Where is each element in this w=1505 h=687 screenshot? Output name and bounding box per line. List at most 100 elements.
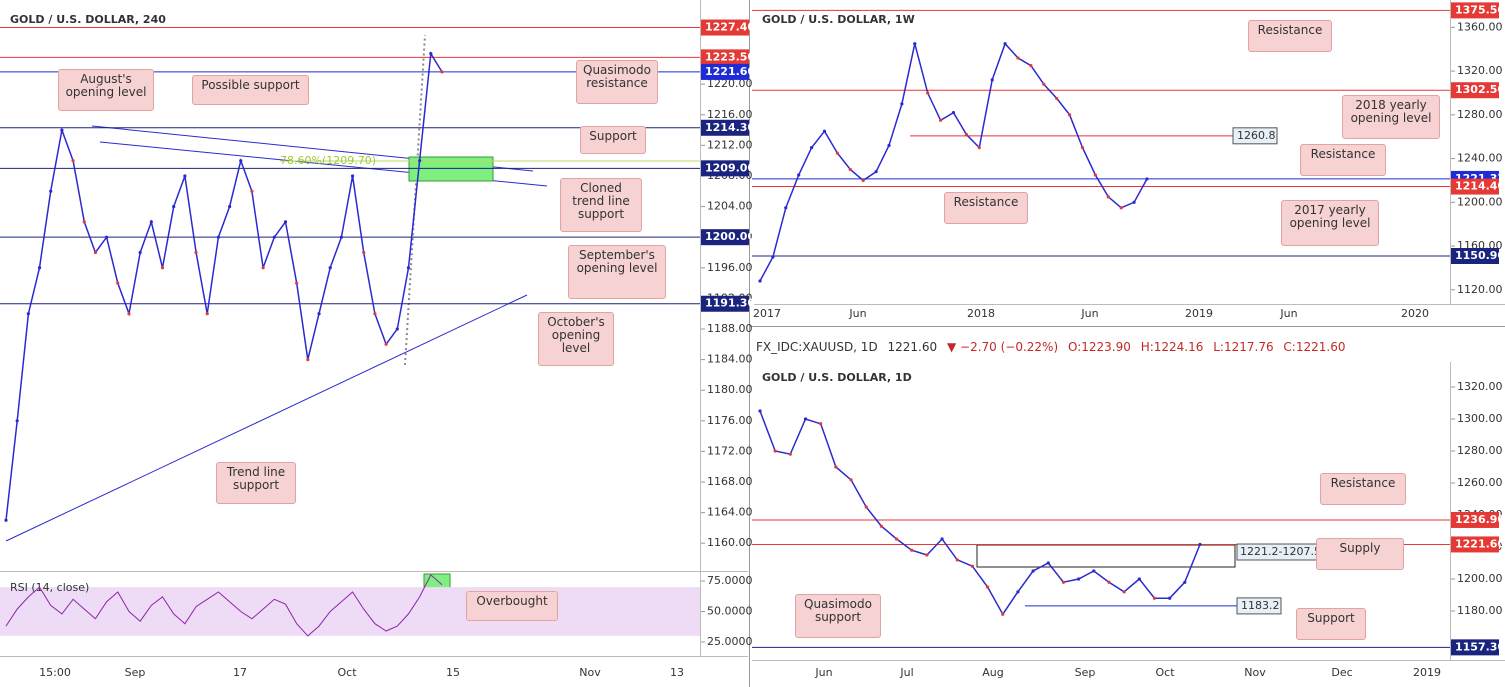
x-tick-label: 15	[446, 666, 460, 679]
price-point	[350, 174, 355, 178]
level-tag	[701, 229, 749, 246]
y-tick-label: 1180.00	[1457, 604, 1503, 617]
price-point	[1137, 577, 1141, 581]
level-label: 1150.90	[1455, 249, 1505, 262]
price-point	[15, 419, 19, 423]
price-point	[1029, 64, 1033, 68]
level-tag	[1451, 178, 1499, 195]
annotation: Supply	[1316, 538, 1404, 570]
fib-label: 78.60%(1209.70)	[280, 154, 376, 167]
y-tick-label: 1216.00	[707, 108, 753, 121]
rsi-label: RSI (14, close)	[10, 581, 89, 594]
price-point	[879, 524, 883, 528]
level-label: 1183.2	[1241, 599, 1280, 612]
price-point	[205, 312, 209, 316]
x-tick-label: Oct	[337, 666, 357, 679]
level-label: 1200.00	[705, 230, 755, 243]
y-tick-label: 50.0000	[707, 604, 753, 617]
rsi-line	[5, 574, 443, 637]
price-point	[1168, 596, 1172, 600]
price-point	[82, 220, 86, 224]
price-point	[384, 342, 388, 346]
price-point	[951, 111, 956, 115]
price-point	[1106, 195, 1110, 199]
price-point	[239, 159, 243, 163]
price-point	[788, 452, 792, 456]
level-label: 1227.40	[705, 21, 755, 34]
annotation: Resistance	[1248, 20, 1332, 52]
price-point	[1055, 96, 1059, 101]
price-point	[250, 189, 254, 193]
price-point	[1042, 82, 1046, 86]
annotation: Trend line support	[216, 462, 296, 504]
price-point	[317, 312, 321, 316]
y-tick-label: 1172.00	[707, 444, 753, 457]
level-box	[1232, 127, 1278, 145]
price-point	[810, 146, 814, 150]
price-point	[977, 146, 981, 150]
price-point	[116, 281, 120, 285]
y-tick-label: 1220.00	[707, 77, 753, 90]
level-tag	[701, 160, 749, 177]
price-point	[985, 585, 990, 589]
price-point	[1031, 569, 1035, 573]
price-point	[849, 478, 853, 482]
x-tick-label: Jun	[814, 666, 832, 679]
price-point	[429, 51, 433, 56]
price-point	[1001, 612, 1005, 616]
y-tick-label: 1200.00	[1457, 572, 1503, 585]
annotation: Support	[1296, 608, 1366, 640]
y-tick-label: 1120.00	[1457, 283, 1503, 296]
price-point	[819, 422, 823, 426]
price-point	[1107, 580, 1111, 584]
y-tick-label: 1280.00	[1457, 108, 1503, 121]
price-point	[440, 70, 444, 74]
price-point	[328, 266, 332, 270]
price-point	[418, 159, 422, 163]
level-label: 1214.30	[705, 121, 755, 134]
x-tick-label: Sep	[125, 666, 146, 679]
y-tick-label: 1164.00	[707, 506, 753, 519]
y-tick-label: 1260.00	[1457, 476, 1503, 489]
price-point	[172, 204, 176, 209]
price-point	[803, 417, 808, 421]
y-tick-label: 1204.00	[707, 200, 753, 213]
x-tick-label: Jun	[848, 307, 866, 320]
price-point	[395, 327, 399, 331]
price-point	[900, 102, 904, 106]
chart-title: GOLD / U.S. DOLLAR, 240	[10, 13, 166, 26]
annotation: September's opening level	[568, 245, 666, 299]
y-tick-label: 1212.00	[707, 138, 753, 151]
x-tick-label: 13	[670, 666, 684, 679]
price-point	[940, 537, 944, 541]
level-tag	[1451, 511, 1499, 528]
x-tick-label: Aug	[982, 666, 1003, 679]
annotation: Overbought	[466, 591, 558, 621]
high: H:1224.16	[1140, 340, 1204, 354]
price-point	[60, 128, 64, 132]
price-point	[26, 312, 30, 316]
y-tick-label: 1168.00	[707, 475, 753, 488]
level-label: 1209.00	[705, 161, 755, 174]
x-tick-label: Sep	[1075, 666, 1096, 679]
price-point	[1016, 590, 1020, 594]
annotation: October's opening level	[538, 312, 614, 366]
price-point	[955, 558, 959, 562]
level-label: 1236.90	[1455, 513, 1505, 526]
annotation: Cloned trend line support	[560, 178, 642, 232]
x-tick-label: 2020	[1401, 307, 1429, 320]
price-point	[913, 42, 917, 46]
price-point	[910, 548, 914, 552]
price-point	[1122, 590, 1126, 594]
price-point	[373, 312, 377, 316]
price-point	[1119, 206, 1123, 210]
price-point	[1046, 561, 1050, 565]
price-point	[105, 235, 109, 239]
y-tick-label: 1280.00	[1457, 444, 1503, 457]
chart-title: GOLD / U.S. DOLLAR, 1W	[762, 13, 915, 26]
level-tag	[701, 295, 749, 312]
x-tick-label: Oct	[1155, 666, 1175, 679]
price-point	[4, 518, 8, 522]
price-point	[149, 220, 153, 224]
x-tick-label: Jul	[899, 666, 913, 679]
